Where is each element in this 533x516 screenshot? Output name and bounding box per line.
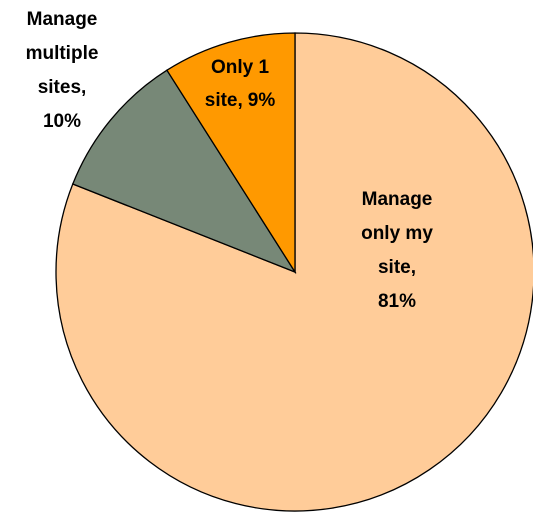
slice-label-line: Manage [27,9,98,30]
pie-slice [71,69,297,274]
slice-label-line: sites, [38,77,87,98]
slice-label-line: only my [361,223,433,244]
slice-label-line: Only 1 [211,57,270,78]
slice-value-label: 9% [248,90,276,111]
slice-label-line: multiple [26,43,99,64]
slice-value-label: 10% [43,111,81,132]
pie-slice [166,32,296,275]
slice-label: site, 9% [205,90,276,111]
slice-label-line: Manage [362,189,433,210]
slice-label-line: site, [205,90,243,111]
slice-value-label: 81% [378,291,416,312]
slice-label-line: site, [378,257,416,278]
